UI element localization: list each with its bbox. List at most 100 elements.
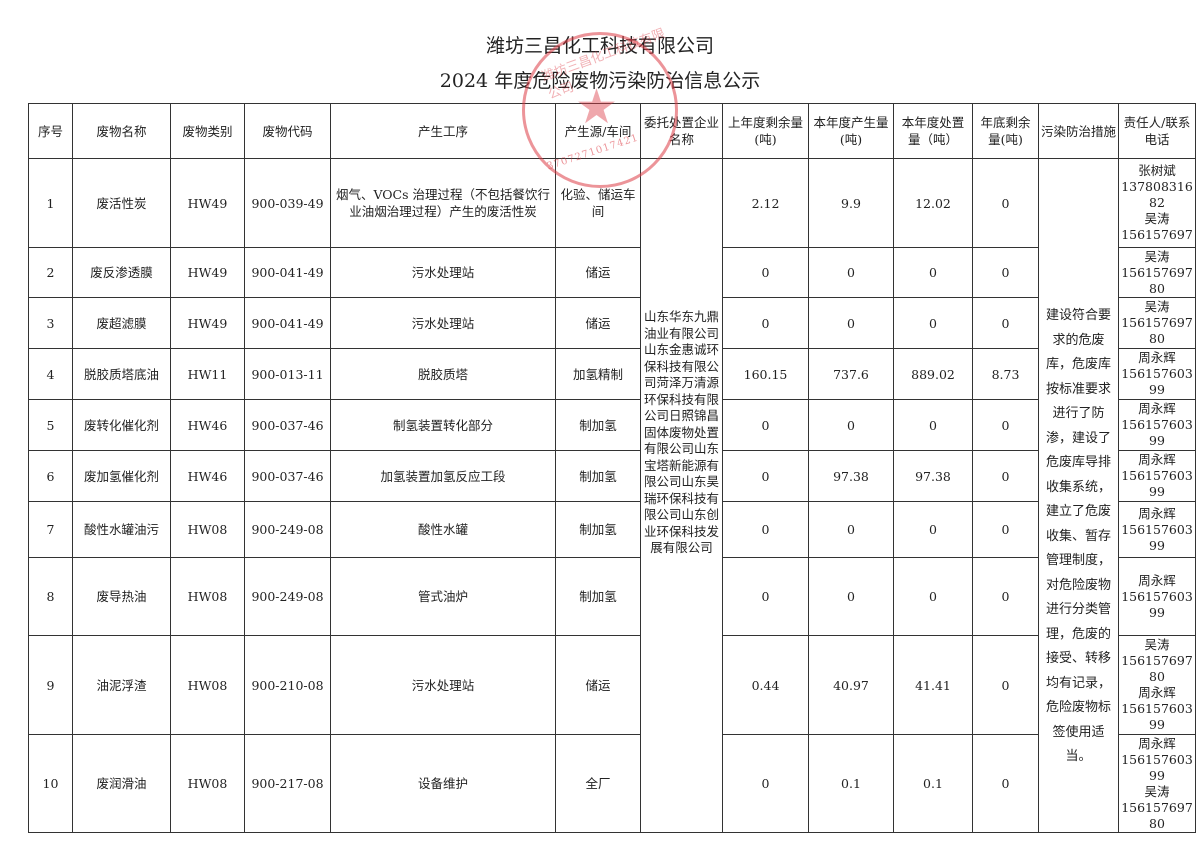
cell-disp: 12.02 bbox=[893, 158, 973, 248]
contact-name: 吴涛 bbox=[1144, 248, 1170, 264]
cell-rem: 0 bbox=[972, 501, 1039, 558]
table-row: 5 废转化催化剂 HW46 900-037-46 制氢装置转化部分 制加氢 0 0 0 0 周永辉 1… bbox=[28, 399, 1196, 451]
cell-rem: 0 bbox=[972, 557, 1039, 636]
pollution-measures: 建设符合要求的危废库，危废库按标准要求进行了防渗，建设了危废库导排收集系统，建立… bbox=[1038, 158, 1119, 833]
column-header: 上年度剩余量(吨) bbox=[722, 103, 809, 159]
cell-source: 制加氢 bbox=[555, 399, 641, 451]
cell-rem: 0 bbox=[972, 635, 1039, 735]
contact-name: 吴涛 bbox=[1144, 637, 1170, 652]
cell-rem: 0 bbox=[972, 734, 1039, 833]
cell-cat: HW49 bbox=[170, 247, 245, 298]
cell-prod: 97.38 bbox=[808, 450, 894, 502]
table-row: 9 油泥浮渣 HW08 900-210-08 污水处理站 储运 0.44 40.97 41.41… bbox=[28, 635, 1196, 735]
cell-no: 8 bbox=[28, 557, 73, 636]
contact-phone: 15615760399 bbox=[1121, 366, 1193, 397]
cell-no: 10 bbox=[28, 734, 73, 833]
cell-cat: HW46 bbox=[170, 399, 245, 451]
column-header: 序号 bbox=[28, 103, 73, 159]
contact-phone: 15615769780 bbox=[1121, 653, 1193, 684]
cell-disp: 0 bbox=[893, 297, 973, 349]
contact-name: 吴涛 bbox=[1144, 783, 1170, 799]
cell-name: 废反渗透膜 bbox=[72, 247, 171, 298]
column-header: 废物类别 bbox=[170, 103, 245, 159]
cell-no: 5 bbox=[28, 399, 73, 451]
cell-disp: 41.41 bbox=[893, 635, 973, 735]
contact-name: 张树斌 bbox=[1138, 163, 1176, 178]
disposal-companies: 山东华东九鼎油业有限公司山东金惠诚环保科技有限公司菏泽万清源环保科技有限公司日照… bbox=[640, 158, 723, 833]
cell-source: 制加氢 bbox=[555, 501, 641, 558]
table-row: 7 酸性水罐油污 HW08 900-249-08 酸性水罐 制加氢 0 0 0 0 周永辉 15615… bbox=[28, 501, 1196, 558]
cell-cat: HW46 bbox=[170, 450, 245, 502]
cell-process: 污水处理站 bbox=[330, 247, 556, 298]
cell-name: 油泥浮渣 bbox=[72, 635, 171, 735]
cell-no: 4 bbox=[28, 348, 73, 400]
cell-cat: HW49 bbox=[170, 158, 245, 248]
hazardous-waste-table: 序号 废物名称 废物类别 废物代码 产生工序 产生源/车间 委托处置企业名称 上年度剩余量(吨… bbox=[28, 103, 1196, 833]
cell-source: 化验、储运车间 bbox=[555, 158, 641, 248]
table-row: 1 废活性炭 HW49 900-039-49 烟气、VOCs 治理过程（不包括餐饮行业油… bbox=[28, 158, 1196, 833]
cell-process: 酸性水罐 bbox=[330, 501, 556, 558]
contact-name: 吴涛 bbox=[1144, 211, 1170, 226]
responsible-contact: 周永辉 15615760399 bbox=[1118, 399, 1196, 451]
cell-rem: 0 bbox=[972, 399, 1039, 451]
cell-process: 设备维护 bbox=[330, 734, 556, 833]
cell-cat: HW08 bbox=[170, 635, 245, 735]
responsible-contact: 吴涛 15615769780 bbox=[1118, 297, 1196, 349]
cell-cat: HW08 bbox=[170, 734, 245, 833]
contact-phone: 15615769780 bbox=[1121, 799, 1193, 831]
cell-rem: 0 bbox=[972, 450, 1039, 502]
cell-rem: 8.73 bbox=[972, 348, 1039, 400]
contact-phone: 15615769780 bbox=[1121, 264, 1193, 296]
company-name: 潍坊三昌化工科技有限公司 bbox=[485, 35, 714, 57]
cell-name: 废润滑油 bbox=[72, 734, 171, 833]
column-header: 责任人/联系电话 bbox=[1118, 103, 1196, 159]
contact-phone: 15615760399 bbox=[1121, 751, 1193, 783]
cell-prev: 0 bbox=[722, 450, 809, 502]
cell-process: 污水处理站 bbox=[330, 635, 556, 735]
table-header-row: 序号 废物名称 废物类别 废物代码 产生工序 产生源/车间 委托处置企业名称 上年度剩余量(吨… bbox=[28, 103, 1196, 159]
cell-prev: 0 bbox=[722, 247, 809, 298]
cell-process: 污水处理站 bbox=[330, 297, 556, 349]
table-row: 3 废超滤膜 HW49 900-041-49 污水处理站 储运 0 0 0 0 吴涛 15615769… bbox=[28, 297, 1196, 349]
cell-prev: 0 bbox=[722, 734, 809, 833]
responsible-contact: 周永辉 15615760399 吴涛 15615769780 bbox=[1118, 734, 1196, 833]
cell-name: 废超滤膜 bbox=[72, 297, 171, 349]
cell-prod: 0 bbox=[808, 501, 894, 558]
cell-prev: 2.12 bbox=[722, 158, 809, 248]
cell-prev: 160.15 bbox=[722, 348, 809, 400]
cell-prod: 0.1 bbox=[808, 734, 894, 833]
contact-phone: 13780831682 bbox=[1121, 179, 1193, 210]
cell-prev: 0 bbox=[722, 399, 809, 451]
cell-source: 制加氢 bbox=[555, 557, 641, 636]
cell-cat: HW08 bbox=[170, 501, 245, 558]
table-row: 8 废导热油 HW08 900-249-08 管式油炉 制加氢 0 0 0 0 周永辉 1561576… bbox=[28, 557, 1196, 636]
responsible-contact: 周永辉 15615760399 bbox=[1118, 450, 1196, 502]
cell-source: 储运 bbox=[555, 247, 641, 298]
cell-prev: 0 bbox=[722, 557, 809, 636]
cell-source: 全厂 bbox=[555, 734, 641, 833]
column-header: 污染防治措施 bbox=[1038, 103, 1119, 159]
cell-code: 900-249-08 bbox=[244, 557, 331, 636]
cell-prev: 0 bbox=[722, 501, 809, 558]
cell-code: 900-041-49 bbox=[244, 297, 331, 349]
cell-code: 900-210-08 bbox=[244, 635, 331, 735]
cell-disp: 0 bbox=[893, 399, 973, 451]
cell-code: 900-249-08 bbox=[244, 501, 331, 558]
table-row: 10 废润滑油 HW08 900-217-08 设备维护 全厂 0 0.1 0.1 0 周永辉 156… bbox=[28, 734, 1196, 833]
cell-disp: 889.02 bbox=[893, 348, 973, 400]
cell-disp: 0 bbox=[893, 557, 973, 636]
cell-name: 废加氢催化剂 bbox=[72, 450, 171, 502]
cell-name: 脱胶质塔底油 bbox=[72, 348, 171, 400]
cell-disp: 97.38 bbox=[893, 450, 973, 502]
contact-name: 周永辉 bbox=[1138, 572, 1176, 588]
table-row: 4 脱胶质塔底油 HW11 900-013-11 脱胶质塔 加氢精制 160.15 737.6… bbox=[28, 348, 1196, 400]
cell-disp: 0 bbox=[893, 247, 973, 298]
contact-phone: 15615769780 bbox=[1121, 315, 1193, 346]
contact-phone: 156157697 bbox=[1121, 227, 1193, 242]
cell-code: 900-039-49 bbox=[244, 158, 331, 248]
cell-no: 6 bbox=[28, 450, 73, 502]
cell-prod: 737.6 bbox=[808, 348, 894, 400]
cell-no: 1 bbox=[28, 158, 73, 248]
contact-phone: 15615760399 bbox=[1121, 701, 1193, 732]
table-row: 6 废加氢催化剂 HW46 900-037-46 加氢装置加氢反应工段 制加氢 0 97.38… bbox=[28, 450, 1196, 502]
